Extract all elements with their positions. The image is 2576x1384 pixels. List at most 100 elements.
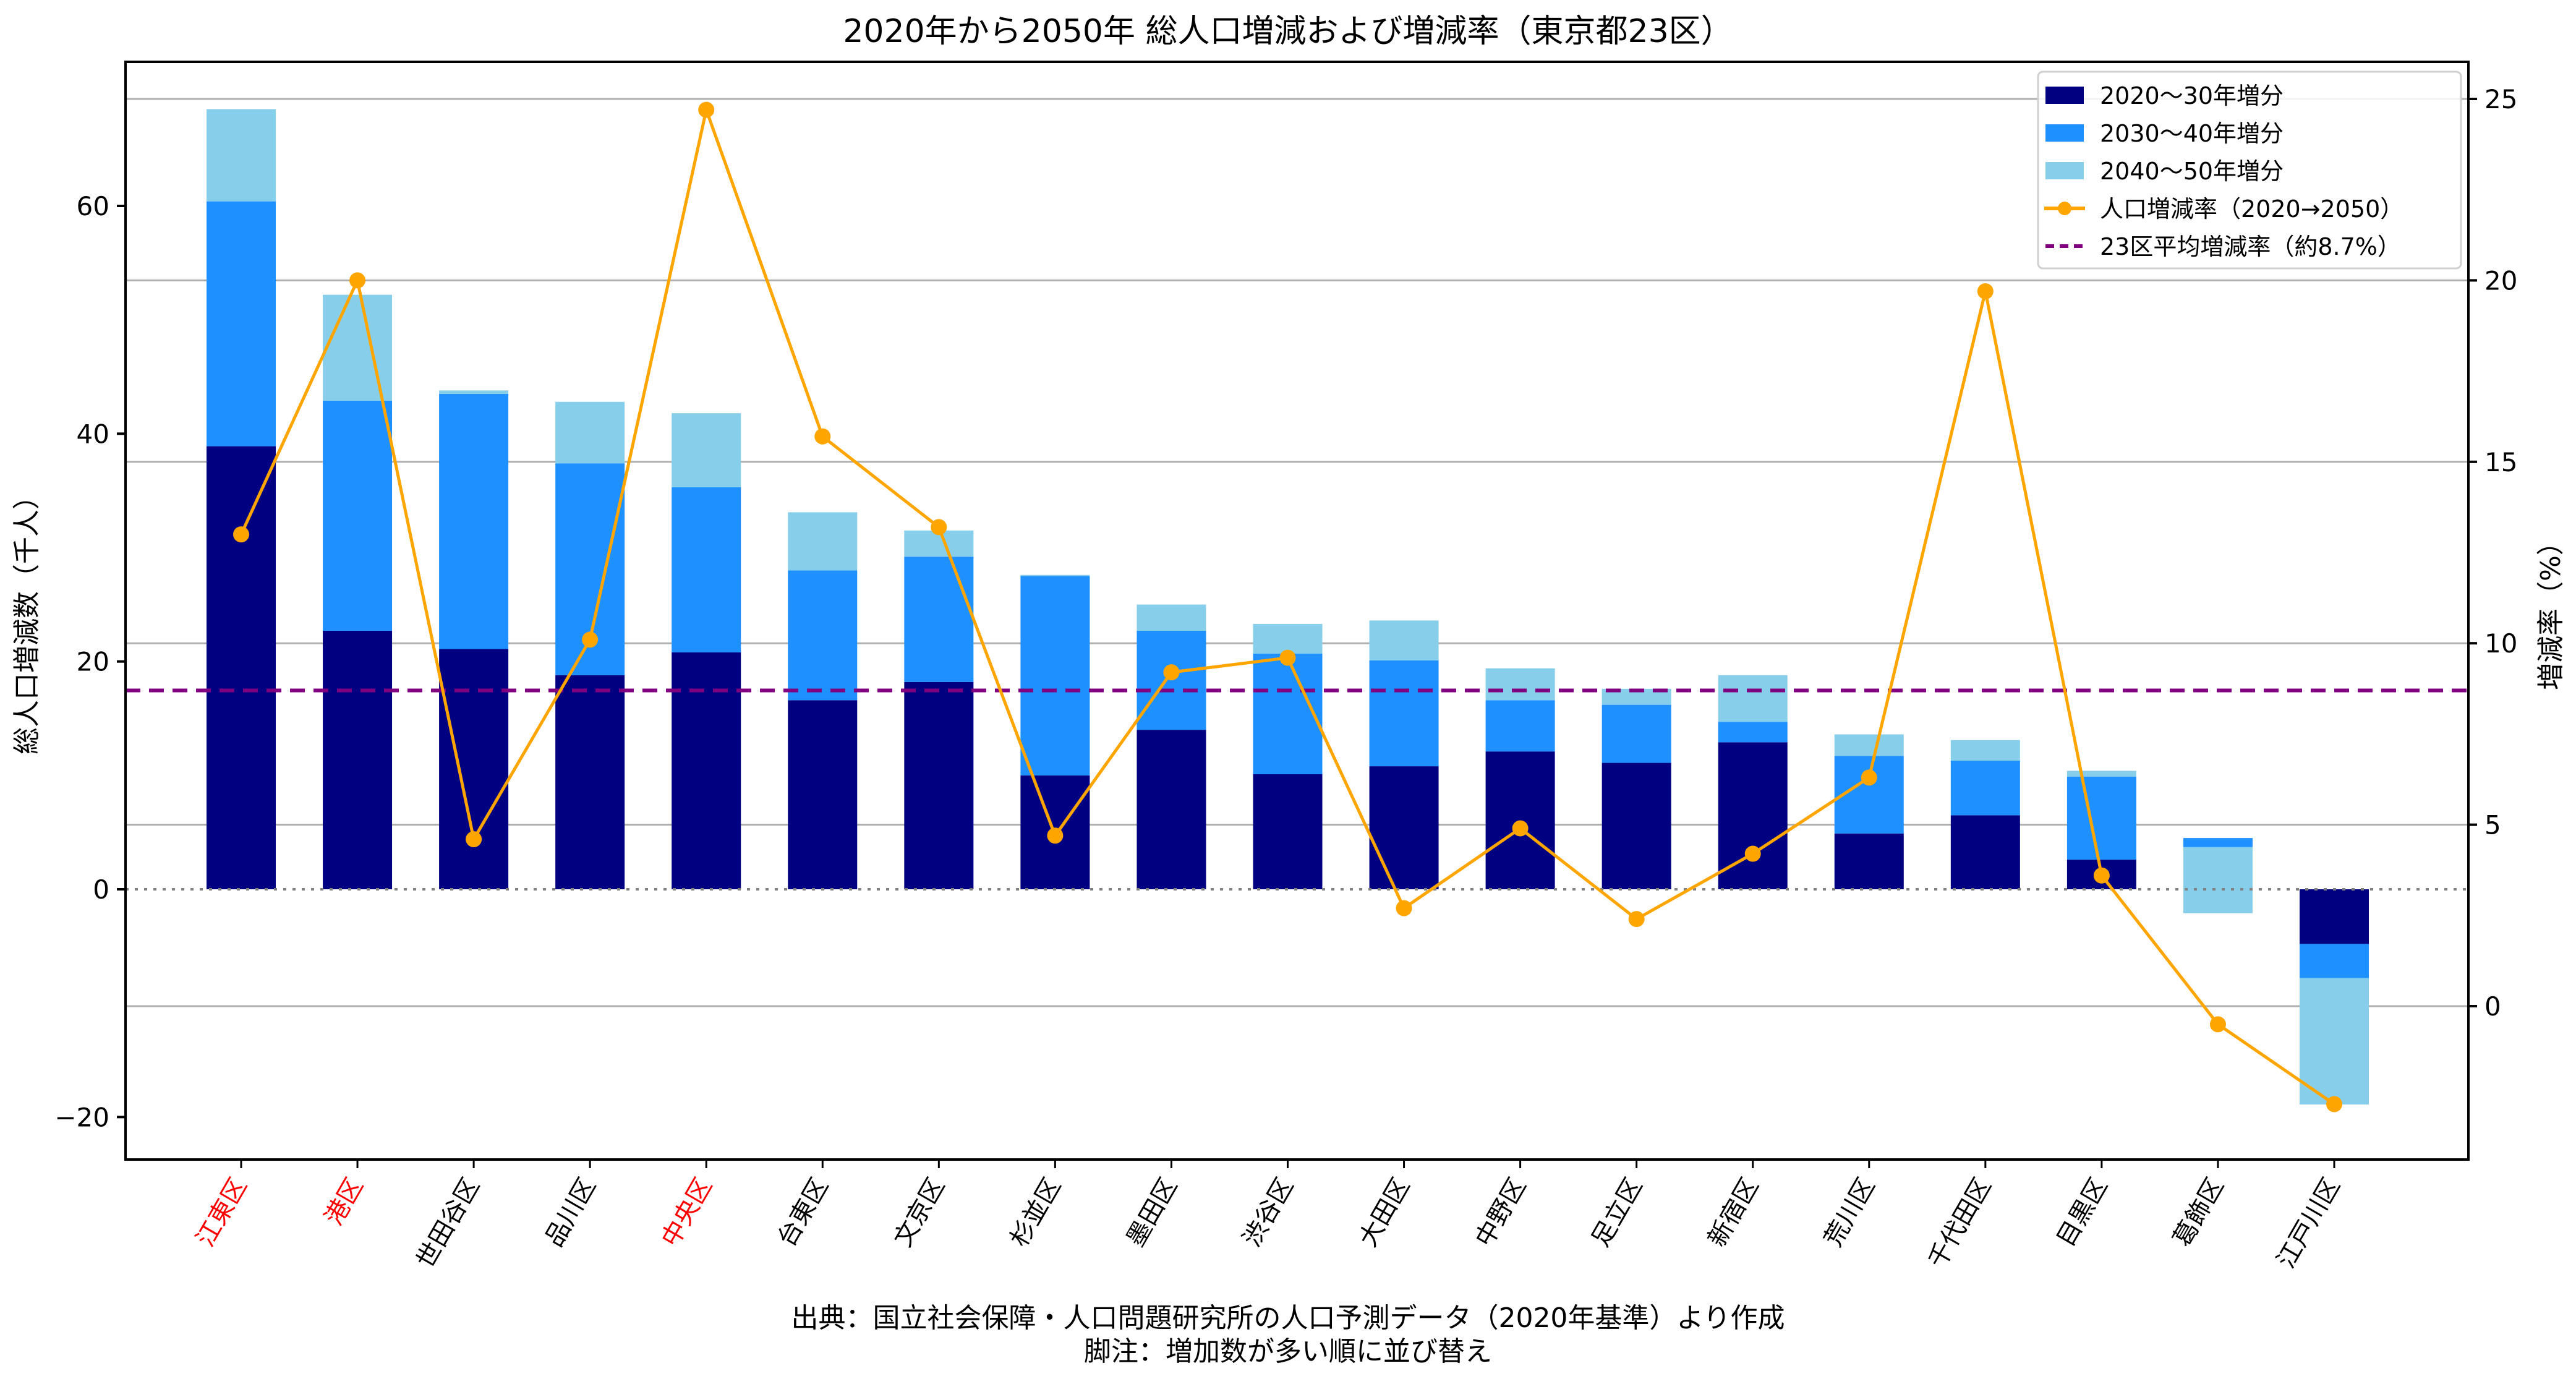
- bar-3-5: [788, 512, 858, 571]
- y2-tick-label: 0: [2484, 991, 2501, 1022]
- bar-3-13: [1718, 675, 1788, 722]
- plot-frame: [124, 61, 2470, 1161]
- y2-tick-label: 10: [2484, 628, 2517, 659]
- legend-label-3: 人口増減率（2020→2050）: [2100, 195, 2403, 223]
- x-tick-label: 墨田区: [1121, 1173, 1183, 1252]
- chart-title: 2020年から2050年 総人口増減および増減率（東京都23区）: [843, 13, 1733, 50]
- bar-3-14: [1834, 734, 1904, 756]
- bar-3-3: [555, 401, 625, 464]
- bar-3-9: [1253, 623, 1323, 654]
- rate-point-10: [1396, 900, 1412, 916]
- rate-point-15: [1977, 283, 1994, 300]
- bar-2-2: [439, 393, 509, 649]
- bar-1-10: [1369, 766, 1439, 889]
- x-tick-label: 目黒区: [2052, 1173, 2113, 1252]
- rate-point-17: [2209, 1016, 2226, 1033]
- x-tick-label: 中野区: [1470, 1173, 1532, 1252]
- bar-3-11: [1485, 668, 1555, 701]
- y2-tick-label: 15: [2484, 447, 2517, 477]
- legend-label-2: 2040〜50年増分: [2100, 158, 2284, 185]
- x-tick-label: 大田区: [1354, 1173, 1415, 1252]
- bars-layer: [207, 109, 2369, 1105]
- y-tick-label: −20: [54, 1102, 109, 1132]
- x-tick-label: 荒川区: [1819, 1173, 1881, 1252]
- x-tick-label: 千代田区: [1923, 1173, 1997, 1273]
- bar-2-17: [2183, 838, 2253, 847]
- y-axis-label: 総人口増減数（千人）: [11, 482, 43, 754]
- bar-2-0: [207, 201, 276, 446]
- legend-box: [2037, 70, 2462, 270]
- legend-swatch-2: [2045, 162, 2084, 179]
- bar-3-17: [2183, 847, 2253, 913]
- bar-2-15: [1950, 760, 2020, 816]
- legend-label-1: 2030〜40年増分: [2100, 120, 2284, 147]
- bar-3-2: [439, 390, 509, 394]
- bar-1-9: [1253, 774, 1323, 889]
- y2-tick-label: 20: [2484, 265, 2517, 296]
- bar-2-4: [672, 487, 741, 652]
- x-tick-label: 葛飾区: [2168, 1173, 2230, 1252]
- bar-1-5: [788, 700, 858, 889]
- source-note: 出典：国立社会保障・人口問題研究所の人口予測データ（2020年基準）より作成: [791, 1302, 1785, 1334]
- y-tick-label: 60: [77, 191, 109, 221]
- x-tick-label: 品川区: [540, 1173, 602, 1252]
- x-tick-label: 文京区: [889, 1173, 950, 1252]
- bar-3-10: [1369, 620, 1439, 660]
- lines-layer: [126, 101, 2468, 1113]
- bar-3-0: [207, 109, 276, 202]
- bar-1-3: [555, 675, 625, 889]
- bar-1-1: [323, 630, 393, 889]
- y-tick-label: 40: [77, 419, 109, 449]
- rate-point-12: [1628, 911, 1645, 928]
- bar-1-0: [207, 446, 276, 889]
- bar-3-15: [1950, 740, 2020, 761]
- rate-point-16: [2093, 867, 2110, 884]
- x-tick-label: 渋谷区: [1237, 1173, 1299, 1252]
- rate-point-6: [931, 519, 947, 536]
- x-tick-label: 江戸川区: [2272, 1173, 2346, 1273]
- legend: 2020〜30年増分 2030〜40年増分 2040〜50年増分人口増減率（2020…: [2037, 70, 2462, 270]
- legend-label-0: 2020〜30年増分: [2100, 82, 2284, 109]
- x-tick-label: 新宿区: [1703, 1173, 1765, 1252]
- rate-point-7: [1047, 827, 1064, 844]
- bar-2-12: [1601, 704, 1671, 763]
- y2-tick-label: 25: [2484, 84, 2517, 114]
- legend-marker-3: [2058, 202, 2071, 215]
- legend-label-4: 23区平均増減率（約8.7%）: [2100, 233, 2401, 260]
- bar-1-18: [2300, 889, 2369, 944]
- y-tick-label: 0: [93, 874, 109, 905]
- bar-1-15: [1950, 815, 2020, 889]
- bar-3-8: [1137, 604, 1206, 631]
- bar-3-16: [2066, 771, 2136, 777]
- rate-point-3: [582, 631, 599, 648]
- rate-point-13: [1744, 845, 1761, 862]
- bar-2-14: [1834, 756, 1904, 834]
- rate-point-11: [1512, 820, 1529, 837]
- bar-2-10: [1369, 660, 1439, 767]
- x-tick-label: 中央区: [656, 1173, 718, 1252]
- bar-1-12: [1601, 762, 1671, 889]
- bar-3-1: [323, 294, 393, 401]
- rate-point-0: [233, 526, 249, 543]
- bar-3-7: [1020, 575, 1090, 576]
- rate-line: [239, 104, 2335, 1106]
- bar-1-8: [1137, 730, 1206, 889]
- rate-point-2: [466, 831, 482, 848]
- x-tick-label: 世田谷区: [411, 1173, 485, 1273]
- x-tick-label: 足立区: [1586, 1173, 1648, 1252]
- rate-point-1: [349, 272, 366, 289]
- bar-2-9: [1253, 653, 1323, 774]
- legend-swatch-1: [2045, 124, 2084, 142]
- bar-2-16: [2066, 776, 2136, 860]
- bar-1-14: [1834, 833, 1904, 889]
- y2-axis-label: 増減率（%）: [2535, 528, 2567, 690]
- bar-1-2: [439, 649, 509, 889]
- bar-2-6: [904, 557, 974, 682]
- bar-1-6: [904, 681, 974, 889]
- bar-2-18: [2300, 944, 2369, 978]
- y-tick-label: 20: [77, 647, 109, 677]
- y2-tick-label: 5: [2484, 810, 2501, 840]
- rate-point-5: [814, 428, 831, 445]
- x-tick-label: 杉並区: [1005, 1173, 1067, 1252]
- x-tick-label: 港区: [320, 1173, 369, 1230]
